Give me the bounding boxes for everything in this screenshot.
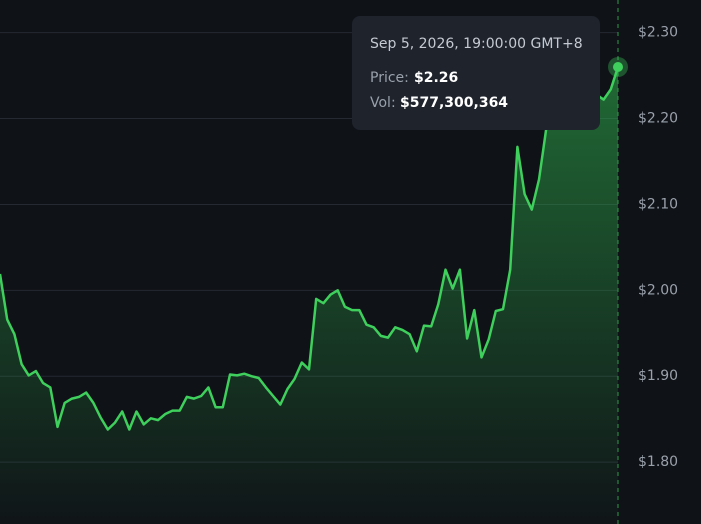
tooltip-title: Sep 5, 2026, 19:00:00 GMT+8 (370, 36, 583, 52)
tooltip-price-label: Price: (370, 70, 409, 86)
grid: $1.80 $1.90 $2.00 $2.10 $2.20 $2.30 (0, 25, 678, 470)
y-tick-label: $2.20 (638, 111, 678, 127)
tooltip-box (352, 16, 600, 130)
tooltip: Sep 5, 2026, 19:00:00 GMT+8 Price: $2.26… (352, 16, 600, 130)
plot (0, 0, 628, 524)
y-tick-label: $2.30 (638, 25, 678, 41)
y-tick-label: $2.10 (638, 196, 678, 212)
price-line (0, 66, 620, 431)
area (0, 67, 618, 524)
y-tick-label: $2.00 (638, 282, 678, 298)
y-tick-label: $1.90 (638, 368, 678, 384)
hover-point (613, 62, 623, 73)
tooltip-vol-label: Vol: (370, 95, 396, 111)
tooltip-vol-value: $577,300,364 (400, 95, 508, 111)
y-tick-label: $1.80 (638, 454, 678, 470)
tooltip-price-value: $2.26 (414, 70, 458, 86)
